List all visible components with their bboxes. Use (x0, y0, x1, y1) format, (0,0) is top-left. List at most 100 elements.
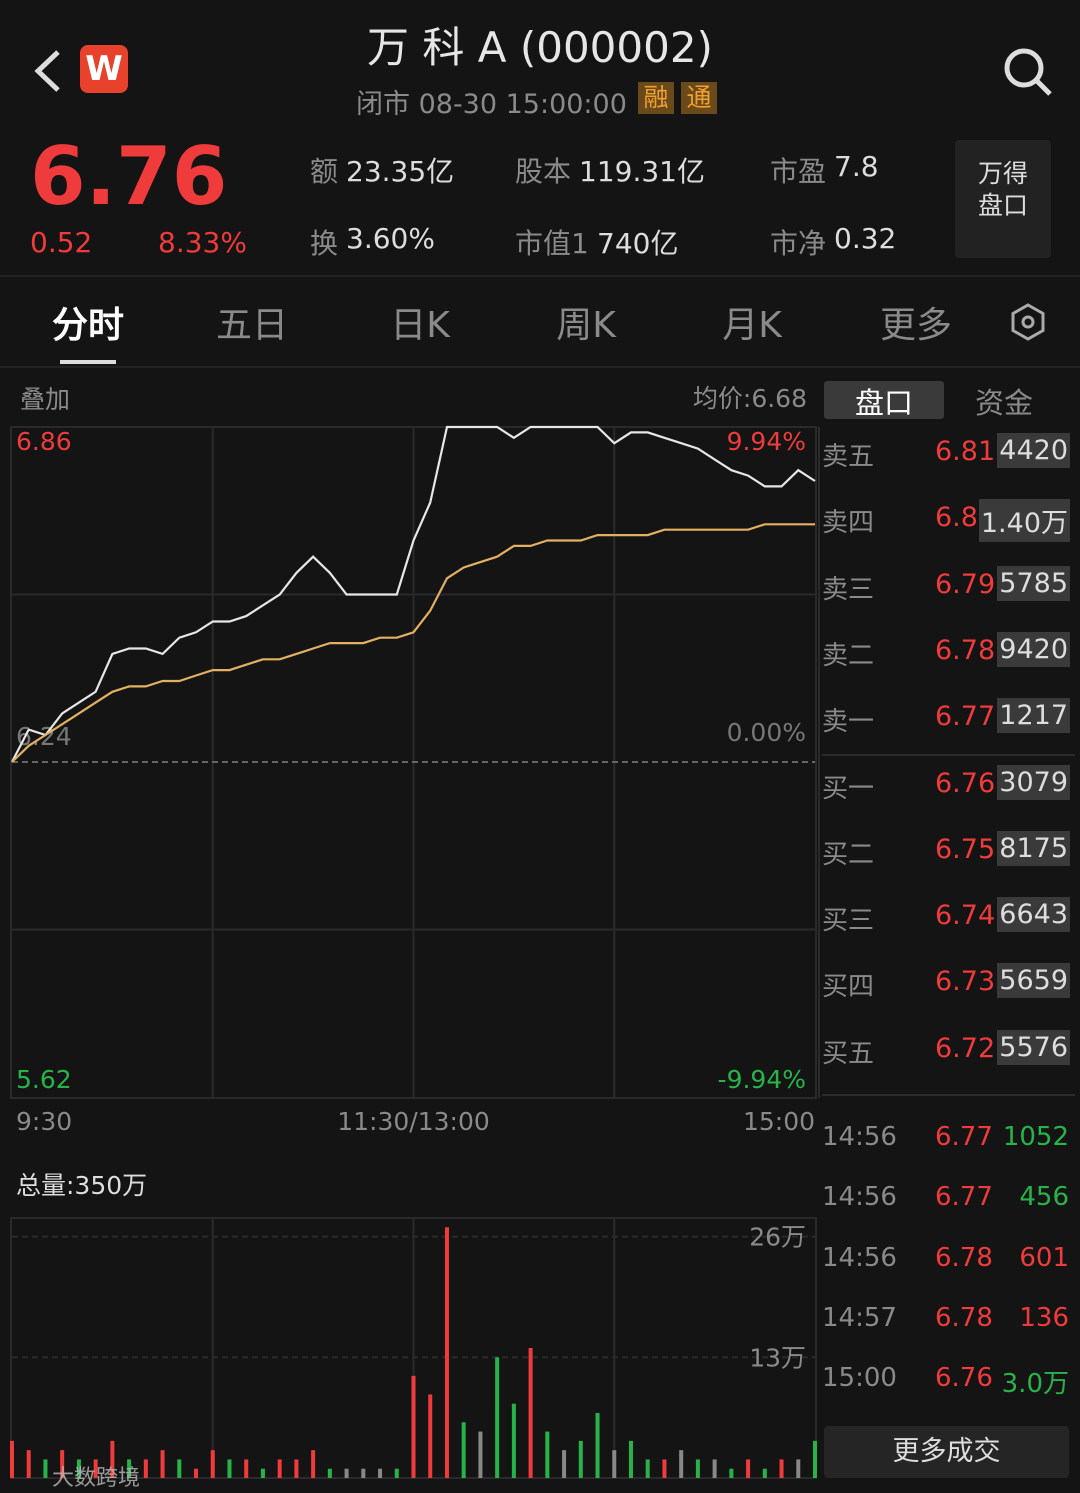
book-volume: 5659 (997, 963, 1070, 999)
tag: 融 (638, 82, 674, 114)
settings-button[interactable] (1008, 302, 1048, 342)
volume-bar (528, 1348, 533, 1478)
trade-time: 14:56 (822, 1182, 897, 1213)
book-price: 6.76 (935, 767, 996, 799)
tab[interactable]: 日K (390, 305, 450, 346)
stat-label: 市值1 (515, 227, 589, 260)
price-line (11, 523, 815, 763)
volume-bar (444, 1227, 449, 1478)
overlay-label: 叠加 (20, 385, 70, 414)
side-tab-active[interactable] (824, 381, 944, 419)
total-volume-label: 总量:350万 (16, 1171, 147, 1200)
volume-bar (545, 1431, 550, 1478)
stat-value: 3.60% (346, 222, 435, 255)
price-change: 0.52 (30, 226, 93, 259)
book-label: 买五 (822, 1038, 875, 1069)
x-tick-label: 11:30/13:00 (337, 1107, 490, 1136)
back-button[interactable] (30, 48, 66, 94)
panel-button-label: 万得 盘口 (977, 159, 1028, 220)
market-status: 闭市 08-30 15:00:00 (356, 89, 627, 120)
book-label: 买四 (822, 972, 875, 1003)
price-change-pct: 8.33% (158, 226, 247, 259)
price-line (11, 425, 816, 763)
panel-button[interactable]: 万得 盘口 (955, 140, 1051, 258)
volume-bar (679, 1450, 684, 1478)
y-tick-label: 6.86 (16, 427, 72, 456)
volume-bar (746, 1459, 751, 1478)
more-trades-button[interactable]: 更多成交 (824, 1426, 1069, 1478)
volume-bar (110, 1440, 115, 1478)
book-price: 6.75 (935, 833, 996, 865)
trade-price: 6.77 (935, 1182, 993, 1213)
y-tick-label: 26万 (749, 1223, 806, 1252)
volume-bar (194, 1468, 199, 1478)
volume-bar (562, 1450, 567, 1478)
volume-bar (511, 1403, 516, 1478)
trade-price: 6.76 (935, 1363, 993, 1394)
volume-bar (645, 1459, 650, 1478)
stat-value: 119.31亿 (579, 155, 705, 188)
book-volume: 1217 (997, 698, 1070, 734)
volume-bar (578, 1440, 583, 1478)
stat-value: 7.8 (834, 150, 879, 183)
divider (0, 275, 1080, 277)
book-volume: 8175 (997, 830, 1070, 866)
stat-value: 23.35亿 (346, 155, 455, 188)
volume-bar (461, 1422, 466, 1478)
book-volume: 3079 (997, 764, 1070, 800)
trade-time: 14:57 (822, 1302, 897, 1333)
book-volume: 9420 (997, 631, 1070, 667)
book-price: 6.81 (935, 436, 996, 467)
volume-bar (244, 1459, 249, 1478)
stat-value: 0.32 (834, 222, 897, 255)
tab[interactable]: 月K (722, 305, 782, 346)
volume-bar (311, 1450, 316, 1478)
book-volume: 5576 (997, 1029, 1070, 1065)
trade-volume: 456 (1019, 1182, 1069, 1213)
tab[interactable]: 分时 (51, 305, 124, 346)
volume-bar (93, 1459, 98, 1478)
book-label: 卖二 (822, 640, 875, 671)
trade-price: 6.78 (935, 1302, 993, 1333)
side-tab[interactable]: 资金 (974, 386, 1033, 420)
book-label: 卖五 (822, 442, 875, 472)
divider (0, 366, 1080, 368)
y-tick-label: 13万 (749, 1343, 806, 1372)
book-label: 卖四 (822, 508, 875, 539)
search-button[interactable] (1000, 44, 1056, 100)
volume-bar (595, 1413, 600, 1478)
book-volume: 4420 (997, 433, 1070, 468)
tag: 通 (681, 82, 717, 114)
book-price: 6.78 (935, 634, 996, 666)
volume-bar (10, 1440, 14, 1478)
tab-indicator (60, 360, 116, 364)
volume-bar (662, 1459, 667, 1478)
tab[interactable]: 更多 (879, 305, 952, 346)
app-logo[interactable]: W (80, 45, 128, 93)
volume-bar (478, 1431, 483, 1478)
volume-bar (260, 1468, 265, 1478)
x-tick-label: 15:00 (743, 1107, 815, 1136)
avg-price-label: 均价:6.68 (693, 384, 807, 413)
volume-bar (76, 1459, 81, 1478)
volume-bar (796, 1459, 801, 1478)
book-price: 6.72 (935, 1032, 996, 1064)
stock-title: 万 科 A (000002) (367, 23, 713, 72)
volume-bar (26, 1450, 31, 1478)
volume-bar (277, 1459, 282, 1478)
tab[interactable]: 周K (556, 305, 616, 346)
volume-bar (344, 1468, 349, 1478)
watermark: 大数跨境 (52, 1466, 141, 1491)
side-tab[interactable]: 盘口 (854, 386, 913, 420)
volume-bar (143, 1459, 148, 1478)
volume-bar (378, 1468, 383, 1478)
trade-price: 6.78 (935, 1242, 993, 1273)
stat-value: 740亿 (597, 227, 679, 260)
tab[interactable]: 五日 (215, 305, 288, 346)
volume-bar (327, 1468, 332, 1478)
trade-time: 14:56 (822, 1242, 897, 1273)
book-label: 买二 (822, 839, 875, 870)
trade-time: 14:56 (822, 1122, 897, 1152)
volume-bar (729, 1468, 734, 1478)
